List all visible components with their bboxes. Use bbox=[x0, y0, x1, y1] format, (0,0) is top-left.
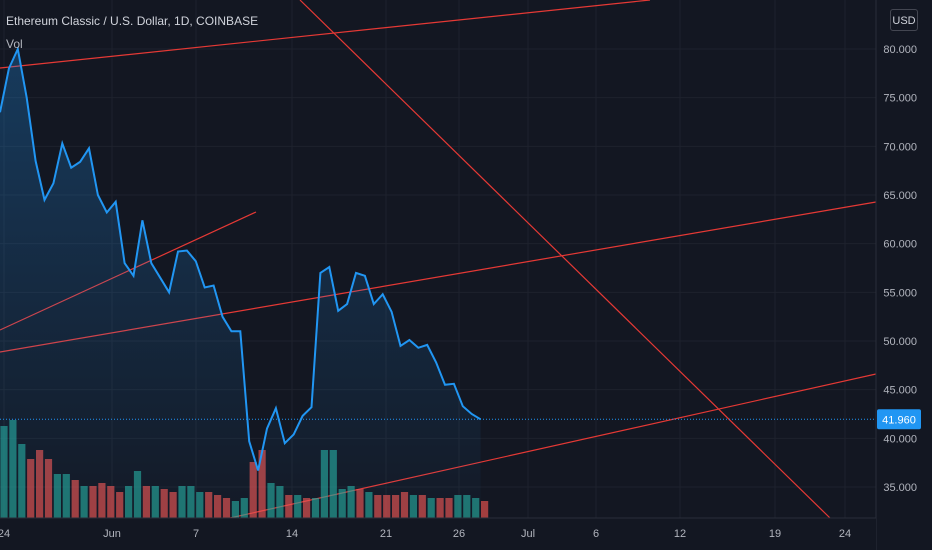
price-line bbox=[0, 45, 482, 471]
volume-indicator-label[interactable]: Vol bbox=[6, 37, 23, 51]
last-price-label: 41.960 bbox=[877, 409, 921, 430]
price-tick-label: 60.000 bbox=[883, 239, 917, 251]
price-tick-label: 55.000 bbox=[883, 287, 917, 299]
trend-line bbox=[299, 0, 831, 519]
price-tick-label: 75.000 bbox=[883, 93, 917, 105]
price-axis: 80.000 75.000 70.000 65.000 60.000 55.000 50.0… bbox=[875, 0, 932, 550]
currency-button[interactable]: USD bbox=[890, 9, 918, 31]
time-tick-label: 24 bbox=[839, 528, 851, 540]
time-tick-label: 24 bbox=[0, 528, 10, 540]
chart-title: Ethereum Classic / U.S. Dollar, 1D, COIN… bbox=[6, 14, 259, 28]
time-tick-label: 26 bbox=[453, 528, 465, 540]
trend-line bbox=[0, 0, 651, 69]
last-price-text: 41.960 bbox=[882, 414, 916, 426]
time-tick-label: Jul bbox=[521, 528, 535, 540]
price-area bbox=[0, 49, 481, 518]
price-axis-bg bbox=[876, 0, 932, 550]
time-tick-label: 19 bbox=[769, 528, 781, 540]
time-tick-label: 6 bbox=[593, 528, 599, 540]
time-tick-label: 12 bbox=[674, 528, 686, 540]
time-axis-bg bbox=[0, 518, 876, 550]
time-tick-label: 14 bbox=[286, 528, 298, 540]
time-axis: 24 Jun 7 14 21 26 Jul 6 12 19 24 bbox=[0, 517, 876, 550]
price-tick-label: 80.000 bbox=[883, 44, 917, 56]
price-tick-label: 65.000 bbox=[883, 190, 917, 202]
volume-bar bbox=[481, 501, 489, 518]
time-tick-label: Jun bbox=[103, 528, 121, 540]
time-tick-label: 21 bbox=[380, 528, 392, 540]
price-tick-label: 40.000 bbox=[883, 433, 917, 445]
price-tick-label: 45.000 bbox=[883, 385, 917, 397]
time-tick-label: 7 bbox=[193, 528, 199, 540]
price-tick-label: 35.000 bbox=[883, 482, 917, 494]
price-tick-label: 50.000 bbox=[883, 336, 917, 348]
price-tick-label: 70.000 bbox=[883, 141, 917, 153]
last-price-badge bbox=[877, 409, 921, 430]
